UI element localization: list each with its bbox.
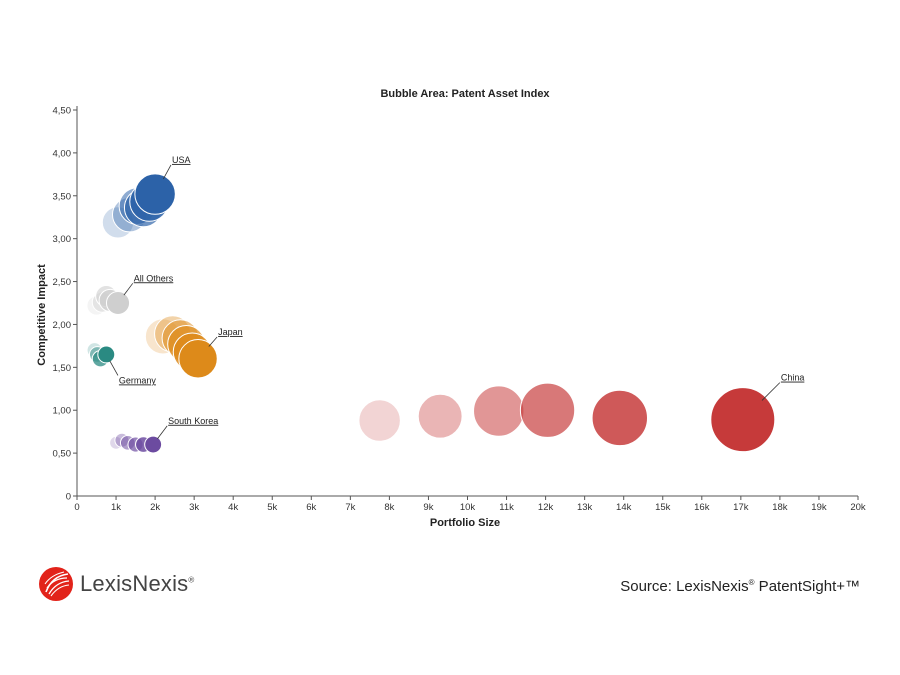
y-tick-label: 0,50: [53, 449, 72, 460]
labels-layer: USA All Others Japan Germany South Korea Chin…: [109, 155, 805, 440]
bubble-china: [417, 393, 463, 439]
source-prefix: Source: LexisNexis: [620, 578, 749, 595]
series-label: Germany: [119, 375, 157, 385]
y-tick-label: 1,50: [53, 363, 72, 374]
x-tick-label: 19k: [811, 502, 827, 513]
x-tick-label: 16k: [694, 502, 710, 513]
x-tick-label: 7k: [345, 502, 355, 513]
x-tick-label: 0: [74, 502, 79, 513]
series-label: South Korea: [168, 416, 218, 426]
x-tick-label: 12k: [538, 502, 554, 513]
x-tick-label: 17k: [733, 502, 749, 513]
y-tick-label: 1,00: [53, 406, 72, 417]
bubbles-layer: [86, 173, 776, 454]
label-leader-line: [208, 336, 218, 347]
x-tick-label: 10k: [460, 502, 476, 513]
x-tick-label: 3k: [189, 502, 199, 513]
source-registered-mark: ®: [748, 578, 755, 587]
y-tick-label: 4,50: [53, 106, 72, 117]
source-suffix: PatentSight+™: [754, 578, 860, 595]
source-note: Source: LexisNexis® PatentSight+™: [620, 578, 860, 595]
x-tick-label: 11k: [499, 502, 514, 513]
series-label: Japan: [218, 327, 243, 337]
chart-title: Bubble Area: Patent Asset Index: [380, 88, 550, 100]
bubble-chart: Bubble Area: Patent Asset Index USA All O…: [36, 88, 866, 529]
bubble-usa: [134, 173, 176, 215]
x-tick-label: 2k: [150, 502, 160, 513]
series-label: China: [781, 373, 805, 383]
x-tick-label: 14k: [616, 502, 632, 513]
logo-registered-mark: ®: [188, 575, 195, 585]
bubble-china: [473, 385, 525, 437]
y-tick-label: 4,00: [53, 148, 72, 159]
label-leader-line: [109, 360, 119, 376]
x-axis-title: Portfolio Size: [430, 517, 500, 529]
bubble-china: [358, 399, 401, 442]
logo-text: LexisNexis: [80, 571, 189, 596]
label-leader-line: [157, 425, 168, 440]
bubble-all-others: [105, 290, 131, 316]
lexisnexis-logo-icon: [39, 567, 73, 601]
bubble-germany: [97, 345, 116, 364]
lexisnexis-logo: LexisNexis®: [38, 566, 194, 602]
x-tick-label: 20k: [850, 502, 866, 513]
y-axis-ticks: 0 0,50 1,00 1,50 2,00 2,50 3,00 3,50 4,00 4,50: [53, 106, 77, 503]
x-axis-ticks: 0 1k 2k 3k 4k 5k 6k 7k 8k 9k 10k 11k 12k 13k 14k 15k 16k…: [74, 496, 866, 513]
bubble-china: [591, 389, 649, 447]
y-tick-label: 2,50: [53, 277, 72, 288]
x-tick-label: 9k: [423, 502, 433, 513]
y-tick-label: 3,00: [53, 234, 72, 245]
y-tick-label: 3,50: [53, 191, 72, 202]
series-label: USA: [172, 155, 191, 165]
bubble-south-korea: [144, 435, 163, 454]
x-tick-label: 5k: [267, 502, 277, 513]
x-tick-label: 6k: [306, 502, 316, 513]
x-tick-label: 4k: [228, 502, 238, 513]
x-tick-label: 1k: [111, 502, 121, 513]
bubble-china: [519, 382, 576, 438]
x-tick-label: 15k: [655, 502, 671, 513]
label-leader-line: [761, 382, 781, 401]
bubble-china: [710, 387, 776, 453]
series-label: All Others: [134, 273, 174, 283]
y-axis-title: Competitive Impact: [36, 264, 48, 366]
label-leader-line: [123, 283, 134, 296]
x-tick-label: 8k: [384, 502, 394, 513]
y-tick-label: 0: [66, 492, 71, 503]
x-tick-label: 18k: [772, 502, 788, 513]
x-tick-label: 13k: [577, 502, 593, 513]
bubble-japan: [178, 339, 218, 379]
label-leader-line: [162, 164, 172, 180]
y-tick-label: 2,00: [53, 320, 72, 331]
